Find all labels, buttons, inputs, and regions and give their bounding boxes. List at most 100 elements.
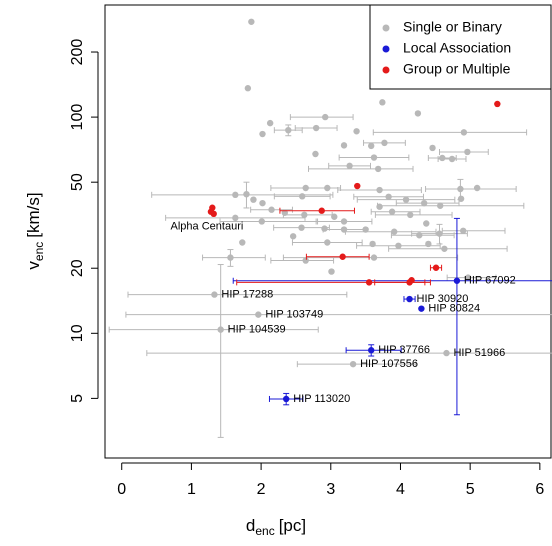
- data-point: [439, 154, 446, 162]
- data-point: [420, 199, 428, 207]
- data-point: [324, 184, 331, 192]
- legend-marker: [382, 66, 390, 74]
- data-point: [494, 100, 501, 108]
- legend-label: Group or Multiple: [403, 61, 511, 77]
- x-error-bar: [125, 311, 552, 318]
- data-point: [473, 184, 481, 192]
- x-error-bar: [296, 361, 417, 368]
- data-point: [354, 182, 361, 190]
- data-point: [385, 193, 392, 200]
- data-point: [299, 193, 306, 200]
- x-tick-label: 6: [535, 481, 544, 498]
- data-point: [425, 240, 432, 248]
- data-point: [362, 226, 369, 233]
- point-label: Alpha Centauri: [171, 221, 244, 233]
- point-label: HIP 113020: [293, 393, 350, 405]
- data-point: [370, 254, 378, 261]
- x-error-bar: [372, 129, 528, 136]
- data-point: [368, 347, 375, 354]
- y-label-symbol: v: [24, 261, 43, 270]
- data-point: [259, 130, 266, 138]
- x-error-bar: [446, 274, 497, 281]
- data-point: [368, 142, 375, 150]
- data-point: [432, 264, 440, 271]
- y-tick-label: 20: [69, 259, 86, 277]
- data-point: [464, 274, 472, 281]
- data-point: [285, 126, 292, 134]
- data-point: [340, 142, 348, 149]
- x-error-bar: [289, 114, 354, 121]
- x-error-bar: [307, 165, 414, 172]
- data-point: [331, 213, 338, 220]
- data-point: [346, 162, 353, 170]
- data-point: [339, 253, 346, 260]
- data-point: [407, 211, 414, 219]
- x-error-bar: [279, 207, 355, 214]
- data-point: [322, 113, 329, 121]
- y-tick-label: 100: [69, 104, 86, 131]
- x-label-unit: [pc]: [279, 516, 306, 535]
- x-error-bar: [270, 257, 335, 264]
- x-error-bar: [232, 277, 552, 284]
- data-point: [443, 349, 450, 357]
- data-point: [353, 128, 360, 135]
- data-point: [429, 144, 436, 152]
- data-point: [453, 277, 461, 284]
- data-point: [340, 218, 348, 225]
- data-point: [210, 210, 217, 218]
- y-tick-label: 10: [69, 324, 86, 342]
- data-point: [441, 245, 448, 252]
- y-error-bar: [453, 217, 460, 416]
- data-point: [232, 214, 239, 222]
- data-point: [457, 185, 464, 193]
- y-tick-label: 200: [69, 39, 86, 66]
- data-point: [381, 139, 388, 147]
- data-point: [302, 257, 309, 264]
- data-point: [418, 305, 425, 312]
- x-tick-label: 1: [187, 481, 196, 498]
- data-point: [312, 124, 320, 132]
- data-point: [227, 254, 234, 261]
- x-tick-label: 0: [117, 481, 126, 498]
- x-error-bar: [425, 186, 517, 193]
- x-error-bar: [441, 227, 506, 234]
- data-point: [302, 184, 309, 192]
- point-label: HIP 67092: [464, 275, 516, 287]
- x-error-bar: [370, 208, 421, 215]
- point-label: HIP 51966: [453, 347, 505, 359]
- data-point: [464, 148, 471, 156]
- data-point: [312, 150, 319, 158]
- x-tick-label: 5: [466, 481, 475, 498]
- data-point: [268, 206, 275, 213]
- data-point: [376, 203, 383, 210]
- x-error-bar: [376, 202, 525, 209]
- legend-label: Single or Binary: [403, 19, 502, 35]
- y-axis-label: venc [km/s]: [24, 192, 46, 269]
- data-point: [402, 196, 410, 203]
- point-label: HIP 17288: [221, 289, 273, 301]
- x-error-bar: [146, 350, 552, 357]
- data-point: [255, 311, 262, 318]
- data-point: [243, 190, 250, 198]
- data-point: [365, 279, 373, 286]
- data-point: [282, 395, 290, 403]
- data-point: [258, 218, 265, 225]
- x-error-bar: [108, 326, 319, 333]
- data-point: [250, 196, 257, 203]
- data-point: [395, 242, 402, 249]
- point-label: HIP 80824: [428, 303, 480, 315]
- data-point: [406, 295, 413, 303]
- x-error-bar: [439, 148, 489, 155]
- data-point: [414, 110, 422, 117]
- data-point: [460, 129, 468, 136]
- legend-marker: [382, 24, 390, 32]
- data-point: [379, 99, 386, 106]
- data-point: [408, 277, 415, 284]
- data-point: [376, 186, 383, 194]
- legend-label: Local Association: [403, 40, 511, 56]
- x-tick-label: 4: [396, 481, 405, 498]
- data-point: [349, 360, 357, 368]
- x-error-bar: [282, 254, 459, 261]
- data-point: [459, 227, 467, 234]
